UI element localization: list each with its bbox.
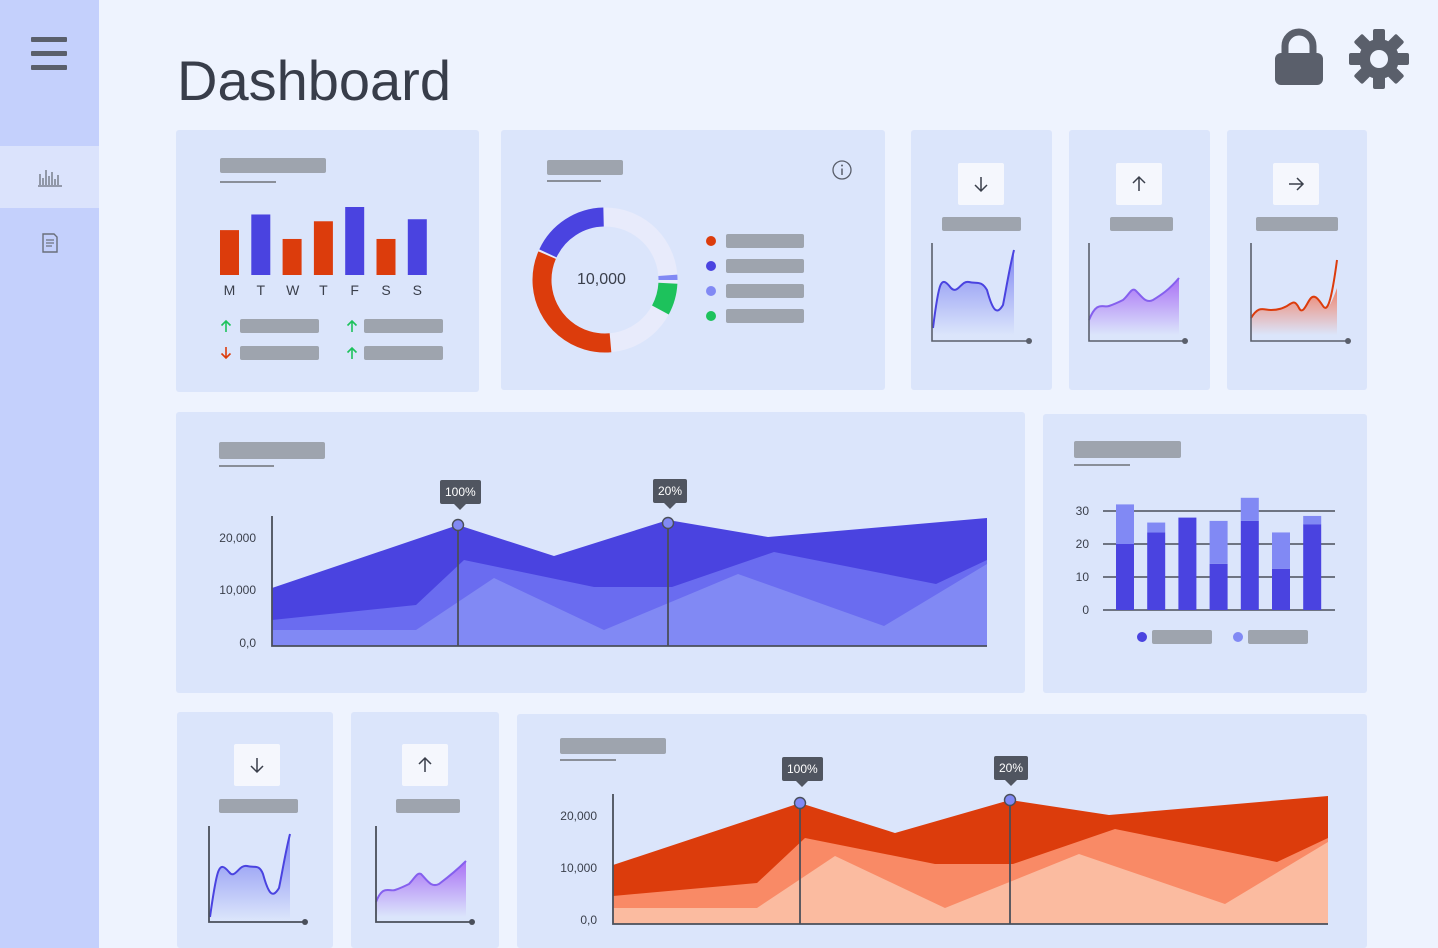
- stacked-bar-top: [1209, 520, 1228, 564]
- legend-marker: [706, 286, 716, 296]
- legend-label-placeholder: [726, 234, 804, 248]
- area-chart: [612, 793, 1328, 925]
- y-tick: 20,000: [219, 531, 256, 545]
- day-label: S: [412, 282, 422, 298]
- arrow-down-button[interactable]: [958, 163, 1004, 205]
- area-chart-card-orange: 20,000 10,000 0,0 100% 20%: [517, 714, 1367, 948]
- y-tick: 10: [1075, 570, 1089, 584]
- stacked-bar-top: [1116, 504, 1134, 544]
- stacked-bar-bottom: [1209, 563, 1228, 610]
- gear-icon[interactable]: [1348, 28, 1410, 90]
- sparkline-card-up-2: [351, 712, 499, 948]
- legend-marker: [1137, 632, 1147, 642]
- stacked-bar-bottom: [1240, 520, 1259, 610]
- sparkline-chart: [931, 243, 1032, 344]
- donut-center-value: 10,000: [577, 271, 626, 288]
- trend-down-icon: [220, 347, 232, 360]
- trend-up-icon: [220, 319, 232, 332]
- stacked-bar-bottom: [1178, 517, 1197, 610]
- sidebar: [0, 0, 99, 948]
- trend-up-icon: [346, 319, 358, 332]
- document-icon: [41, 233, 58, 253]
- page-title: Dashboard: [177, 49, 451, 112]
- sparkline-card-up: [1069, 130, 1210, 390]
- info-icon[interactable]: [831, 159, 853, 181]
- legend-marker: [1233, 632, 1243, 642]
- sparkline-card-down-2: [177, 712, 333, 948]
- day-label: M: [223, 282, 236, 298]
- day-label: T: [256, 282, 266, 298]
- y-tick: 20: [1075, 537, 1089, 551]
- hamburger-menu-icon[interactable]: [31, 37, 67, 71]
- stacked-bar-bottom: [1147, 532, 1166, 610]
- y-tick: 30: [1075, 504, 1089, 518]
- stacked-bar-card: 30 20 10 0: [1043, 414, 1367, 693]
- donut-chart: [532, 207, 678, 353]
- stacked-bar-chart: [1103, 497, 1335, 611]
- marker-tooltip: 20%: [994, 756, 1029, 786]
- y-tick: 0,0: [580, 913, 597, 927]
- trend-up-icon: [346, 346, 358, 359]
- day-label: T: [319, 282, 328, 298]
- stacked-bar-top: [1147, 522, 1166, 533]
- sidebar-item-analytics[interactable]: [0, 146, 99, 208]
- weekly-bar: [345, 207, 365, 275]
- sparkline-card-down: [911, 130, 1052, 390]
- legend-marker: [706, 236, 716, 246]
- stacked-bar-top: [1272, 532, 1290, 569]
- legend-marker: [706, 311, 716, 321]
- marker-tooltip: 100%: [440, 480, 481, 510]
- weekly-bar: [313, 221, 333, 275]
- arrow-right-button[interactable]: [1273, 163, 1319, 205]
- arrow-up-button[interactable]: [402, 744, 448, 786]
- stacked-bar-bottom: [1303, 524, 1322, 610]
- day-label: F: [350, 282, 359, 298]
- marker-tooltip: 100%: [782, 757, 823, 787]
- sidebar-item-reports[interactable]: [0, 212, 99, 274]
- y-tick: 0: [1082, 603, 1089, 617]
- arrow-up-button[interactable]: [1116, 163, 1162, 205]
- weekly-bar: [407, 219, 427, 275]
- area-chart-card-blue: 20,000 10,000 0,0 100% 20%: [176, 412, 1025, 693]
- arrow-up-icon: [418, 756, 432, 772]
- sparkline-chart: [1088, 243, 1188, 344]
- marker-tooltip: 20%: [653, 479, 688, 509]
- arrow-down-button[interactable]: [234, 744, 280, 786]
- weekly-bar-chart: [220, 207, 427, 275]
- sparkline-chart: [1250, 243, 1351, 344]
- sparkline-card-right: [1227, 130, 1367, 390]
- y-tick: 0,0: [239, 636, 256, 650]
- card-title-placeholder: [220, 158, 326, 173]
- sparkline-chart: [208, 826, 308, 925]
- donut-card: 10,000: [501, 130, 885, 390]
- legend-label-placeholder: [726, 259, 804, 273]
- sparkline-chart: [375, 826, 475, 925]
- arrow-up-icon: [1132, 175, 1146, 191]
- lock-icon[interactable]: [1272, 28, 1326, 88]
- weekly-bar: [282, 238, 302, 275]
- legend-label-placeholder: [726, 284, 804, 298]
- legend-marker: [706, 261, 716, 271]
- arrow-down-icon: [250, 758, 264, 774]
- arrow-down-icon: [974, 177, 988, 193]
- stacked-bar-top: [1240, 497, 1259, 521]
- y-tick: 20,000: [560, 809, 597, 823]
- area-chart: [271, 516, 987, 647]
- legend-label-placeholder: [726, 309, 804, 323]
- stacked-bar-bottom: [1272, 568, 1290, 610]
- arrow-right-icon: [1289, 177, 1305, 191]
- y-tick: 10,000: [219, 583, 256, 597]
- day-label: S: [381, 282, 391, 298]
- weekly-bar: [220, 230, 239, 275]
- weekly-bar: [251, 214, 271, 275]
- stacked-bar-bottom: [1116, 544, 1134, 610]
- stacked-bar-top: [1303, 515, 1322, 525]
- day-label: W: [286, 282, 300, 298]
- weekly-bar: [376, 238, 396, 275]
- bar-chart-icon: [37, 170, 62, 187]
- y-tick: 10,000: [560, 861, 597, 875]
